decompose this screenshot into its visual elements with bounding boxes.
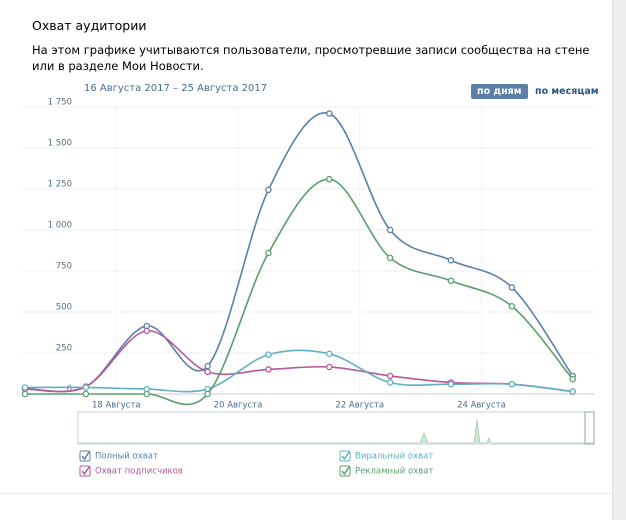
data-point: [569, 375, 576, 383]
navigator[interactable]: [77, 411, 595, 445]
data-point: [265, 351, 272, 358]
data-point: [326, 363, 333, 371]
data-point: [265, 366, 272, 373]
data-point: [265, 186, 272, 194]
data-point: [82, 390, 90, 398]
description: На этом графике учитываются пользователи…: [32, 43, 590, 73]
data-point: [21, 384, 29, 391]
x-tick-label: 18 Августа: [92, 401, 141, 411]
y-tick-label: 750: [56, 262, 72, 272]
data-point: [326, 110, 333, 117]
y-tick-label: 1 500: [48, 139, 72, 149]
data-point: [204, 362, 211, 370]
data-point: [447, 257, 455, 264]
data-point: [21, 390, 29, 398]
series-line: [25, 349, 573, 393]
legend-check: [341, 466, 350, 476]
series-line: [25, 178, 574, 406]
month-button[interactable]: по месяцам: [535, 86, 599, 97]
series-line: [25, 330, 573, 393]
legend-check: [81, 451, 90, 461]
data-point: [386, 379, 394, 386]
x-tick-label: 22 Августа: [335, 401, 384, 411]
y-tick-label: 1 000: [48, 221, 72, 231]
x-tick-label: 20 Августа: [214, 401, 263, 411]
data-point: [386, 226, 394, 234]
legend-check: [341, 451, 350, 461]
data-point: [569, 388, 576, 395]
data-point: [386, 372, 394, 380]
legend-label[interactable]: Рекламный охват: [355, 467, 433, 477]
data-point: [204, 368, 211, 376]
data-point: [508, 284, 516, 291]
navigator-preview: [78, 419, 594, 444]
data-point: [326, 175, 333, 183]
legend-label[interactable]: Охват подписчиков: [95, 467, 183, 477]
data-point: [265, 249, 272, 257]
day-button[interactable]: по дням: [471, 84, 528, 99]
data-point: [204, 390, 211, 398]
data-point: [143, 390, 150, 398]
data-point: [447, 277, 455, 285]
y-tick-label: 500: [56, 303, 72, 313]
y-tick-label: 1 750: [48, 98, 72, 108]
navigator-handle[interactable]: [584, 411, 595, 445]
data-point: [447, 380, 455, 388]
legend-label[interactable]: Виральный охват: [355, 452, 433, 462]
y-tick-label: 250: [56, 344, 72, 354]
series-line: [25, 112, 574, 393]
separator: [0, 493, 612, 494]
chart: 0 250 500 750 1 000 1 250 1 500 1 750 18 Августа…: [21, 98, 595, 477]
title: Охват аудитории: [32, 18, 147, 33]
data-point: [386, 254, 394, 262]
y-tick-label: 0: [67, 385, 72, 395]
data-point: [508, 380, 516, 388]
x-tick-label: 24 Августа: [457, 401, 506, 411]
data-point: [143, 327, 150, 335]
date-range[interactable]: 16 Августа 2017 – 25 Августа 2017: [84, 83, 268, 94]
data-point: [508, 303, 516, 310]
data-point: [82, 384, 90, 391]
data-point: [326, 350, 333, 358]
legend-check: [81, 466, 90, 476]
y-tick-label: 1 250: [48, 180, 72, 190]
legend-label[interactable]: Полный охват: [95, 452, 158, 462]
